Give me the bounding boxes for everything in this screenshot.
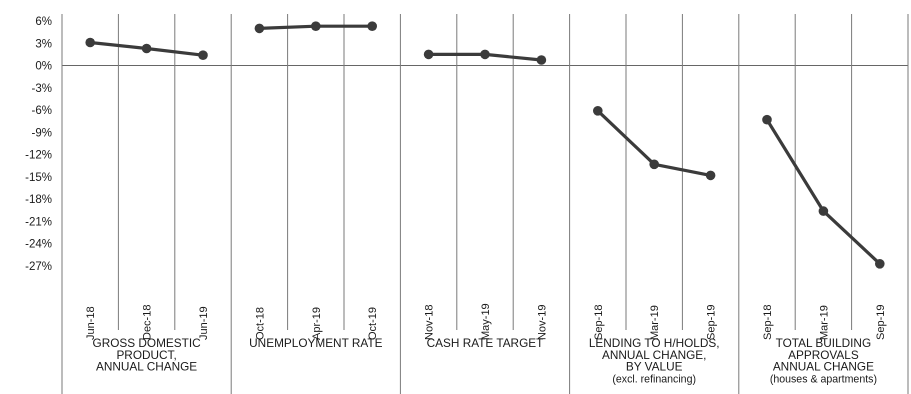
data-point [705,170,716,181]
y-tick-label: -21% [25,216,52,228]
y-tick-label: -18% [25,194,52,206]
group-label-line: LENDING TO H/HOLDS, [589,336,720,350]
x-tick-label: Oct-18 [254,307,266,340]
group-label-line: ANNUAL CHANGE, [602,348,706,362]
x-tick-label: Sep-18 [762,305,774,340]
group-label: GROSS DOMESTIC PRODUCT, ANNUAL CHANGE [93,336,202,374]
data-point [480,49,490,60]
y-tick-label: -12% [25,150,52,162]
grid-layer [61,14,909,394]
data-point [141,43,152,54]
x-tick-label: Mar-19 [649,305,661,340]
group-label: LENDING TO H/HOLDS, ANNUAL CHANGE, BY VALU… [589,336,720,385]
x-tick-label: Oct-19 [367,307,379,340]
group-label-line: UNEMPLOYMENT RATE [249,336,382,350]
x-tick-label: Mar-19 [818,305,830,340]
data-point [762,114,772,125]
series-layer [85,21,885,269]
data-point [367,21,378,32]
group-label-line: (houses & apartments) [770,373,877,385]
y-tick-label: -27% [25,261,52,273]
x-tick-label: Sep-18 [593,305,605,340]
y-axis-ticks: 6% 3% 0% -3% -6% -9% -12% -15% -18% -21% -24% -27% [25,16,52,273]
x-tick-label: Nov-19 [536,305,548,340]
y-tick-label: -6% [32,105,52,117]
y-tick-label: -24% [25,239,52,251]
data-point [198,50,208,60]
x-tick-label: Dec-18 [142,305,154,340]
data-point [85,37,95,48]
group-label: TOTAL BUILDING APPROVALS ANNUAL CHANGE (hou… [770,336,877,385]
data-point [536,55,547,65]
y-tick-label: 6% [35,16,52,28]
x-tick-label: Nov-18 [424,305,436,340]
data-point [254,23,265,34]
y-tick-label: 3% [35,38,52,50]
y-tick-label: -3% [32,83,52,95]
x-tick-label: Jun-19 [198,306,210,340]
group-label-line: ANNUAL CHANGE [773,360,874,374]
group-label-line: GROSS DOMESTIC [93,336,202,350]
data-point [649,159,659,170]
group-label-line: CASH RATE TARGET [427,336,544,350]
group-label-line: ANNUAL CHANGE [96,360,197,374]
x-tick-label: Apr-19 [311,307,323,340]
y-tick-label: 0% [35,61,52,73]
data-point [875,259,885,269]
x-tick-label: Sep-19 [875,305,887,340]
group-label: UNEMPLOYMENT RATE [249,336,382,350]
x-axis-ticks: Jun-18 Dec-18 Jun-19 Oct-18 Apr-19 Oct-19 Nov-… [85,303,887,340]
group-label-line: (excl. refinancing) [612,373,696,385]
data-point [593,106,603,116]
x-tick-label: Jun-18 [85,306,97,340]
group-label-line: BY VALUE [626,360,683,374]
data-point [423,49,434,60]
group-labels: GROSS DOMESTIC PRODUCT, ANNUAL CHANGEUNEMP… [93,336,877,385]
x-tick-label: May-19 [480,303,492,340]
data-point [311,21,321,32]
group-label-line: PRODUCT, [116,348,176,362]
y-tick-label: -9% [32,127,52,139]
group-label-line: TOTAL BUILDING [776,336,872,350]
y-tick-label: -15% [25,172,52,184]
group-label: CASH RATE TARGET [427,336,544,350]
group-label-line: APPROVALS [788,348,859,362]
data-point [818,206,829,216]
series-line [765,118,882,266]
x-tick-label: Sep-19 [706,305,718,340]
